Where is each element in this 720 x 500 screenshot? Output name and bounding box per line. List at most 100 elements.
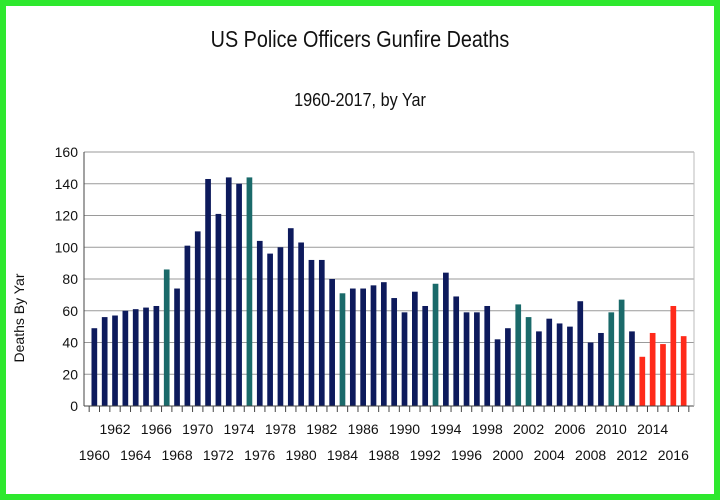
x-tick-label: 1968 [161, 447, 192, 463]
bar-1972 [215, 213, 222, 406]
bar-2012 [629, 331, 635, 406]
bar-1987 [370, 285, 377, 406]
x-tick-label: 1990 [389, 421, 420, 437]
y-tick-label: 160 [55, 144, 79, 160]
bar-1966 [153, 305, 160, 406]
bar-1965 [143, 307, 149, 406]
x-tick-label: 1970 [182, 421, 213, 437]
x-tick-label: 2002 [513, 421, 544, 437]
y-tick-label: 40 [62, 335, 78, 351]
bar-1977 [267, 253, 273, 406]
x-tick-label: 1998 [472, 421, 503, 437]
bar-2000 [505, 328, 511, 406]
x-tick-label: 2014 [637, 421, 668, 437]
x-tick-label: 1980 [286, 447, 317, 463]
bar-2008 [587, 342, 594, 406]
bar-1963 [122, 310, 129, 406]
bar-1981 [308, 259, 315, 406]
bar-1993 [432, 283, 439, 406]
y-tick-label: 20 [62, 366, 78, 382]
bar-2003 [536, 331, 542, 406]
bars [91, 177, 687, 406]
bar-1985 [349, 288, 356, 406]
bar-2014 [649, 332, 656, 406]
y-tick-label: 80 [62, 271, 78, 287]
bar-1980 [298, 242, 304, 406]
bar-2001 [515, 304, 522, 406]
bar-1989 [391, 298, 398, 406]
x-tick-label: 2012 [616, 447, 647, 463]
bar-2016 [670, 305, 677, 406]
bar-2011 [618, 299, 625, 406]
bar-2009 [598, 332, 604, 406]
x-tick-label: 2006 [554, 421, 585, 437]
bar-2004 [546, 318, 553, 406]
bar-1996 [463, 312, 470, 406]
x-tick-label: 2000 [492, 447, 523, 463]
x-tick-label: 1986 [348, 421, 379, 437]
bar-2007 [577, 301, 584, 406]
y-tick-label: 0 [70, 398, 78, 414]
y-axis-label: Deaths By Yar [11, 273, 27, 362]
bar-1983 [329, 279, 335, 406]
bar-1999 [494, 339, 501, 406]
bar-1979 [287, 228, 294, 406]
x-tick-label: 1992 [410, 447, 441, 463]
bar-1970 [194, 231, 201, 406]
bar-1961 [101, 317, 108, 406]
x-tick-label: 1960 [79, 447, 110, 463]
bar-2002 [525, 317, 532, 406]
bar-1984 [339, 293, 346, 406]
bar-1968 [174, 288, 180, 406]
bar-1982 [318, 259, 325, 406]
bar-1995 [453, 296, 460, 406]
tick-labels: 0 20 40 60 80 100 120 140 160 1962 1966 1970 1974 197… [55, 144, 689, 463]
bar-1992 [422, 305, 429, 406]
bar-1990 [401, 312, 408, 406]
bar-1986 [360, 288, 366, 406]
x-tick-label: 1966 [141, 421, 172, 437]
bar-1967 [163, 269, 170, 406]
bar-1994 [443, 272, 449, 406]
bar-2010 [608, 312, 615, 406]
bar-1964 [132, 309, 139, 406]
bar-2017 [680, 336, 687, 406]
bar-2005 [556, 323, 563, 406]
x-tick-label: 2008 [575, 447, 606, 463]
bar-1960 [91, 328, 98, 406]
bar-chart: 0 20 40 60 80 100 120 140 160 1962 1966 1970 1974 197… [11, 144, 695, 463]
bar-1974 [236, 183, 242, 406]
bar-1988 [380, 282, 387, 406]
bar-1975 [246, 177, 253, 406]
x-tick-label: 1984 [327, 447, 358, 463]
bar-1998 [484, 305, 491, 406]
y-tick-label: 120 [55, 208, 79, 224]
bar-2006 [567, 326, 573, 406]
x-tick-label: 1994 [430, 421, 461, 437]
y-tick-label: 60 [62, 303, 78, 319]
x-tick-label: 1962 [99, 421, 130, 437]
x-tick-label: 1974 [224, 421, 255, 437]
axes [83, 152, 695, 412]
x-tick-label: 1972 [203, 447, 234, 463]
bar-1969 [184, 245, 191, 406]
bar-1997 [474, 312, 480, 406]
bar-2013 [639, 356, 646, 406]
x-tick-label: 1996 [451, 447, 482, 463]
y-tick-label: 100 [55, 239, 79, 255]
x-tick-label: 2016 [658, 447, 689, 463]
bar-1991 [412, 291, 418, 406]
chart-title: US Police Officers Gunfire Deaths [210, 26, 510, 52]
y-tick-label: 140 [55, 176, 79, 192]
bar-2015 [660, 344, 666, 406]
bar-1962 [112, 315, 118, 406]
x-tick-label: 2010 [596, 421, 627, 437]
bar-1978 [277, 247, 284, 406]
bar-1973 [225, 177, 232, 406]
x-tick-label: 1982 [306, 421, 337, 437]
x-tick-label: 1964 [120, 447, 151, 463]
chart-subtitle: 1960-2017, by Yar [294, 90, 426, 110]
x-tick-label: 1988 [368, 447, 399, 463]
x-tick-label: 1976 [244, 447, 275, 463]
